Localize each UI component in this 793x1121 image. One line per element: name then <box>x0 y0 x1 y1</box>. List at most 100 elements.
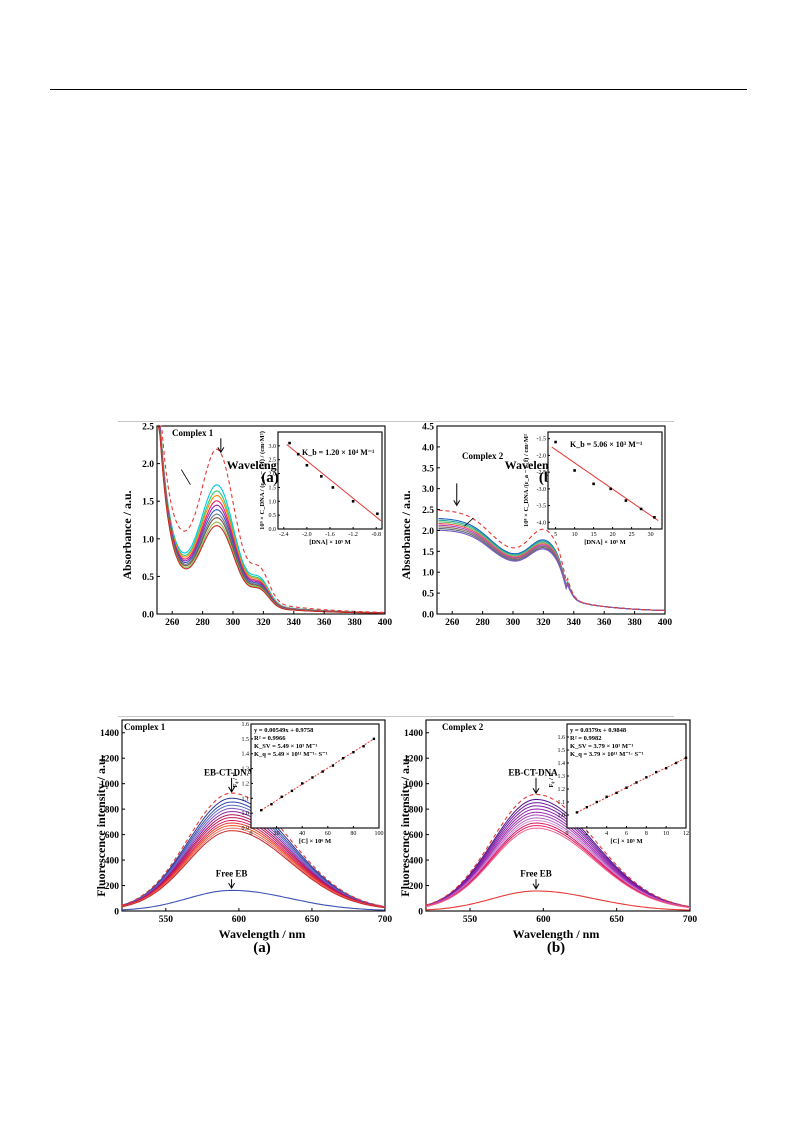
inset-point <box>296 452 300 456</box>
inset-point <box>615 791 618 795</box>
y-axis-label: Fluorescence intensity / a.u. <box>398 755 412 896</box>
free-eb-label: Free EB <box>216 869 248 879</box>
inset-y-tick-label: 1.5 <box>269 485 277 491</box>
eb-dna-label: EB-CT-DNA <box>508 767 558 777</box>
inset-y-tick-label: -2.0 <box>537 453 547 459</box>
inset-annotation: K_q = 3.79 × 10¹¹ M⁻¹· S⁻¹ <box>570 751 644 758</box>
axis-x-tick-label: 550 <box>159 915 174 925</box>
kb-label: K_b = 1.20 × 10⁴ M⁻¹ <box>302 448 375 457</box>
axis-x-tick-label: 600 <box>232 915 247 925</box>
decrease-arrow-head <box>453 500 461 507</box>
inset-y-label: 10⁸ × C_DNA /(ε_a − ε_f) / cm·M² <box>523 434 530 527</box>
complex-pointer <box>464 517 474 527</box>
complex-label: Complex 1 <box>172 428 214 438</box>
quench-spectrum <box>425 799 691 908</box>
axis-y-tick-label: 4.0 <box>422 443 434 453</box>
axis-y-tick-label: 200 <box>409 882 424 892</box>
inset-x-label: [DNA] × 10⁵ M <box>584 539 626 546</box>
axis-x-tick-label: 360 <box>317 618 332 628</box>
inset-y-tick-label: 1.0 <box>242 811 250 817</box>
axis-x-tick-label: 340 <box>287 618 302 628</box>
inset-y-tick-label: -3.5 <box>537 504 547 510</box>
axis-y-tick-label: 3.0 <box>422 485 434 495</box>
inset-x-tick-label: 100 <box>375 831 384 837</box>
titration-spectrum <box>438 529 666 612</box>
fit-line <box>576 757 687 813</box>
inset-x-tick-label: -0.8 <box>371 532 381 538</box>
figure-top-border <box>118 421 674 422</box>
axis-y-tick-label: 1.0 <box>142 535 154 545</box>
inset-y-tick-label: 1.1 <box>242 796 250 802</box>
inset-point <box>305 463 309 467</box>
axis-x-tick-label: 320 <box>256 618 271 628</box>
axis-y-tick-label: 4.5 <box>422 423 434 433</box>
axis-y-tick-label: 1.0 <box>422 569 434 579</box>
chart-uv-complex1: 260 280 300 320 340 360 380 400 0.0 0.5 1.0 1.5 2.0 2… <box>120 423 392 629</box>
free-eb-spectrum <box>121 889 386 911</box>
axis-y-tick-label: 1200 <box>100 755 119 765</box>
inset-point <box>674 761 678 765</box>
free-eb-label: Free EB <box>520 869 552 879</box>
inset-point <box>639 507 643 511</box>
axis-y-tick-label: 1400 <box>404 729 423 739</box>
inset-x-tick-label: 8 <box>645 831 648 837</box>
inset-point <box>605 795 608 798</box>
inset-point <box>625 786 628 789</box>
axis-x-tick-label: 280 <box>195 618 210 628</box>
inset-y-tick-label: 1.2 <box>242 781 250 787</box>
inset-y-tick-label: -1.5 <box>537 437 547 443</box>
inset-y-tick-label: 1.3 <box>242 767 250 773</box>
inset-point <box>321 770 324 773</box>
inset-y-tick-label: 1.0 <box>558 813 566 819</box>
axis-y-tick-label: 2.0 <box>142 460 154 470</box>
inset-x-label: [C] × 10⁶ M <box>299 838 331 845</box>
axis-y-tick-label: 2.5 <box>422 506 434 516</box>
axis-x-tick-label: 380 <box>347 618 362 628</box>
inset-point <box>301 782 304 785</box>
panel-label: (b) <box>547 940 565 956</box>
inset-x-tick-label: 40 <box>299 831 305 837</box>
inset-y-tick-label: 1.0 <box>269 499 277 505</box>
inset-x-tick-label: 25 <box>629 532 635 538</box>
inset-y-tick-label: 1.4 <box>242 752 250 758</box>
inset-y-tick-label: -4.0 <box>537 520 547 526</box>
x-axis-label: Wavelength / nm <box>219 927 306 941</box>
inset-y-tick-label: 2.5 <box>269 458 277 464</box>
axis-x-tick-label: 340 <box>567 618 582 628</box>
inset-annotation: R² = 0.9982 <box>570 735 601 742</box>
complex-only-spectrum <box>158 425 385 613</box>
inset-x-tick-label: 60 <box>325 831 331 837</box>
inset-point <box>554 440 557 444</box>
inset-y-tick-label: 1.2 <box>558 787 566 793</box>
quench-spectrum <box>425 805 691 908</box>
axis-x-tick-label: 360 <box>597 618 612 628</box>
inset-x-tick-label: 15 <box>591 532 597 538</box>
axis-y-tick-label: 0 <box>114 908 119 918</box>
inset-frame <box>547 431 663 530</box>
inset-point <box>331 486 335 489</box>
inset-x-tick-label: 30 <box>648 532 654 538</box>
inset-x-tick-label: 5 <box>554 532 557 538</box>
free-eb-spectrum <box>425 890 691 911</box>
inset-x-tick-label: -1.6 <box>325 532 335 538</box>
axis-y-tick-label: 2.0 <box>422 527 434 537</box>
eb-dna-spectrum <box>425 793 691 908</box>
axis-y-tick-label: 800 <box>409 806 424 816</box>
inset-x-tick-label: 80 <box>350 831 356 837</box>
inset-x-tick-label: 20 <box>610 532 616 538</box>
axis-x-tick-label: 400 <box>378 618 393 628</box>
inset-point <box>372 737 376 741</box>
axis-y-tick-label: 1000 <box>404 780 423 790</box>
axis-y-tick-label: 1.5 <box>142 498 154 508</box>
inset-y-tick-label: -2.5 <box>537 470 547 476</box>
inset-point <box>362 745 365 748</box>
inset-point <box>684 756 688 759</box>
inset-point <box>311 776 314 779</box>
inset-x-tick-label: 2 <box>585 831 588 837</box>
axis-x-tick-label: 650 <box>610 915 625 925</box>
chart-uv-complex2: 260 280 300 320 340 360 380 400 0.0 0.5 1.0 1.5 2.0 2… <box>399 423 672 629</box>
complex-only-spectrum <box>438 509 666 612</box>
chart-fluorescence-complex1: 550 600 650 7000200400600800100012001400EB-… <box>94 719 392 956</box>
y-axis-label: Fluorescence intensity / a.u. <box>94 755 108 896</box>
